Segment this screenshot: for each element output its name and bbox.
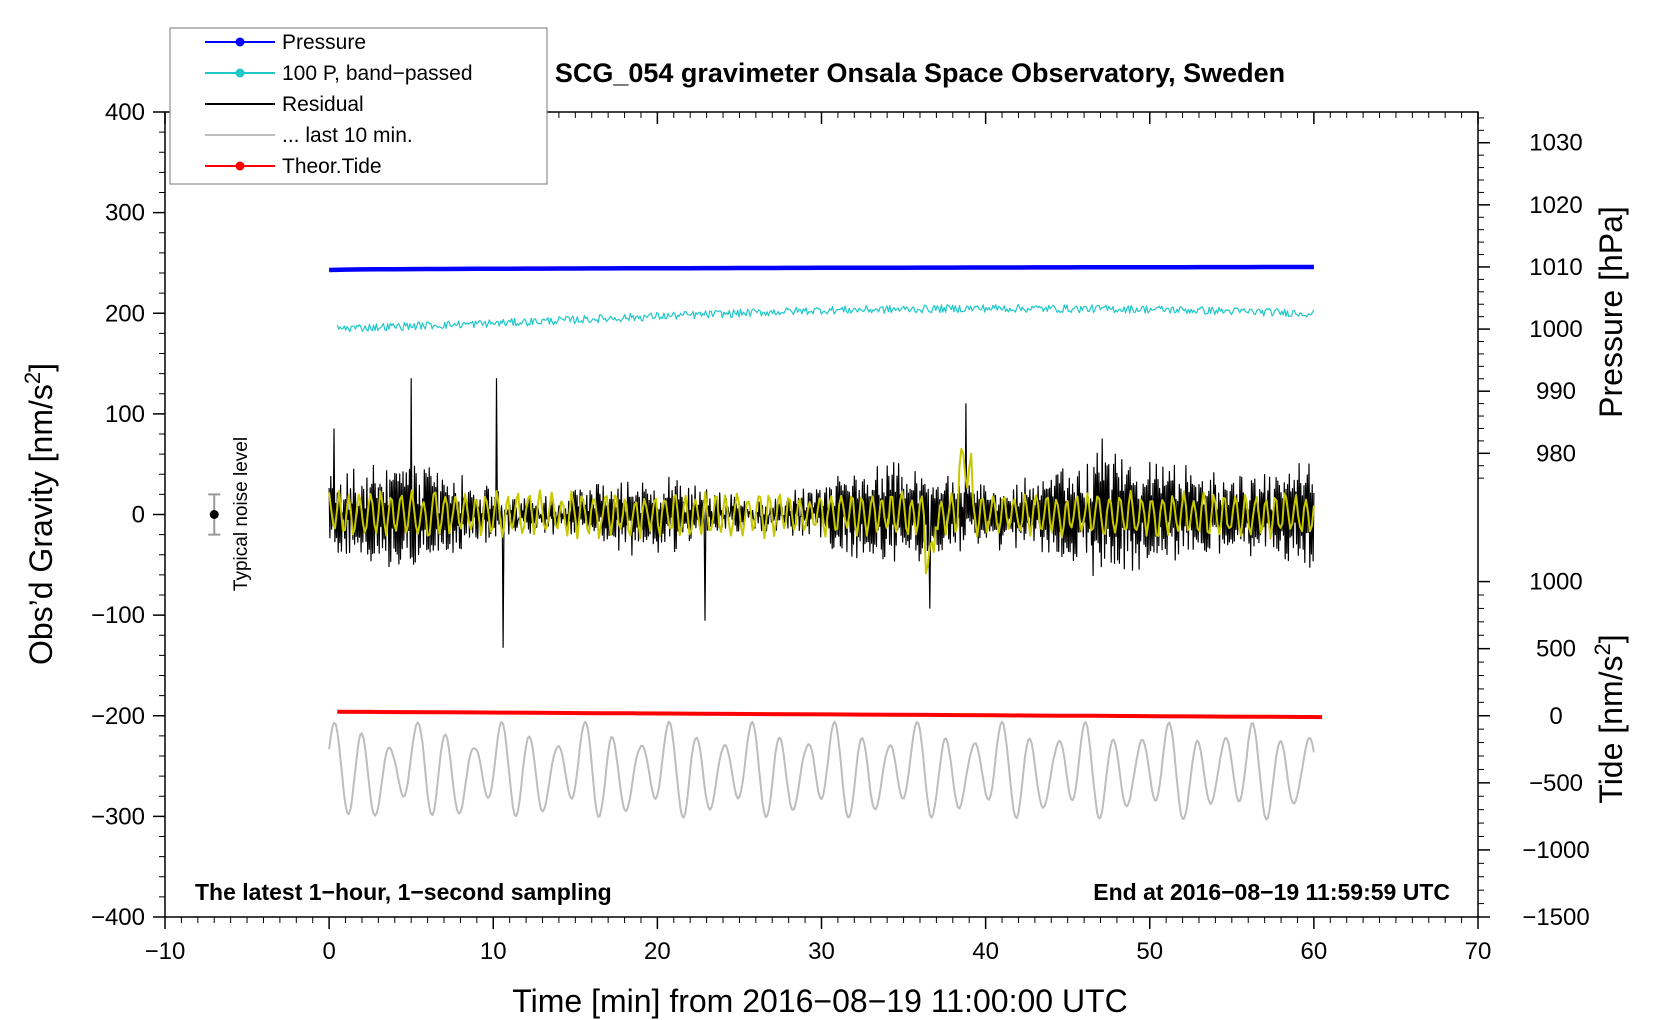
pressure-tick-label: 1020 xyxy=(1529,192,1582,219)
x-tick-label: 50 xyxy=(1136,938,1163,965)
x-tick-label: 30 xyxy=(808,938,835,965)
legend-label: ... last 10 min. xyxy=(282,124,413,147)
y-tick-label: 300 xyxy=(105,200,145,227)
y-tick-label: −300 xyxy=(91,803,145,830)
noise-label: Typical noise level xyxy=(231,437,252,591)
x-tick-label: 40 xyxy=(972,938,999,965)
y-axis-title-pressure: Pressure [hPa] xyxy=(1593,206,1629,418)
series-last-10-min xyxy=(328,720,1315,821)
chart-title: SCG_054 gravimeter Onsala Space Observat… xyxy=(555,58,1285,88)
x-tick-label: 0 xyxy=(322,938,335,965)
y-axis-title-tide-sup: 2 xyxy=(1590,643,1615,655)
legend-label: 100 P, band−passed xyxy=(282,62,473,85)
noise-point xyxy=(209,510,219,519)
legend-marker xyxy=(235,68,245,78)
x-tick-label: 10 xyxy=(480,938,507,965)
note-bottom-right: End at 2016−08−19 11:59:59 UTC xyxy=(1093,879,1450,905)
y-tick-label: 200 xyxy=(105,300,145,327)
legend: Pressure 100 P, band−passed Residual ... la… xyxy=(169,27,548,185)
y-axis-title-tide-text: Tide [nm/s xyxy=(1593,655,1629,803)
legend-label: Residual xyxy=(282,93,364,116)
y-tick-label: 0 xyxy=(132,502,145,529)
y-axis-title-left-sup: 2 xyxy=(20,372,45,384)
y-axis-title-left: Obs’d Gravity [nm/s2] xyxy=(20,363,59,665)
axis-layer: −10 0 10 20 30 40 50 60 704003002001000−100−200−… xyxy=(91,99,1590,965)
y-tick-label: −100 xyxy=(91,602,145,629)
legend-marker xyxy=(235,161,245,171)
series-theor-tide xyxy=(337,709,1323,720)
x-tick-label: −10 xyxy=(145,938,186,965)
legend-label: Theor.Tide xyxy=(282,155,382,178)
y-tick-label: −400 xyxy=(91,904,145,931)
pressure-tick-label: 990 xyxy=(1536,378,1576,405)
tide-tick-label: 0 xyxy=(1549,703,1562,730)
noise-indicator: Typical noise level xyxy=(208,437,252,591)
pressure-tick-label: 1030 xyxy=(1529,130,1582,157)
y-tick-label: 100 xyxy=(105,401,145,428)
y-axis-title-left-close: ] xyxy=(23,363,59,372)
tide-tick-label: 1000 xyxy=(1529,569,1582,596)
y-axis-title-left-text: Obs’d Gravity [nm/s xyxy=(23,384,59,665)
series-pressure xyxy=(329,264,1314,273)
y-tick-label: 400 xyxy=(105,99,145,126)
y-axis-title-tide-close: ] xyxy=(1593,634,1629,643)
series-residual-smoothed xyxy=(328,447,1315,575)
tide-tick-label: −1000 xyxy=(1522,837,1589,864)
x-tick-label: 70 xyxy=(1465,938,1492,965)
note-bottom-left: The latest 1−hour, 1−second sampling xyxy=(195,879,612,905)
legend-box xyxy=(169,27,548,185)
series-band-passed xyxy=(336,303,1315,333)
legend-marker xyxy=(235,37,245,47)
pressure-tick-label: 980 xyxy=(1536,440,1576,467)
y-tick-label: −200 xyxy=(91,703,145,730)
pressure-tick-label: 1010 xyxy=(1529,254,1582,281)
tide-tick-label: 500 xyxy=(1536,636,1576,663)
y-axis-title-tide: Tide [nm/s2] xyxy=(1590,634,1629,803)
x-tick-label: 60 xyxy=(1301,938,1328,965)
x-axis-title: Time [min] from 2016−08−19 11:00:00 UTC xyxy=(512,983,1127,1019)
series-layer xyxy=(328,264,1323,821)
x-tick-label: 20 xyxy=(644,938,671,965)
legend-label: Pressure xyxy=(282,31,366,54)
pressure-tick-label: 1000 xyxy=(1529,316,1582,343)
tide-tick-label: −500 xyxy=(1529,770,1583,797)
tide-tick-label: −1500 xyxy=(1522,904,1589,931)
